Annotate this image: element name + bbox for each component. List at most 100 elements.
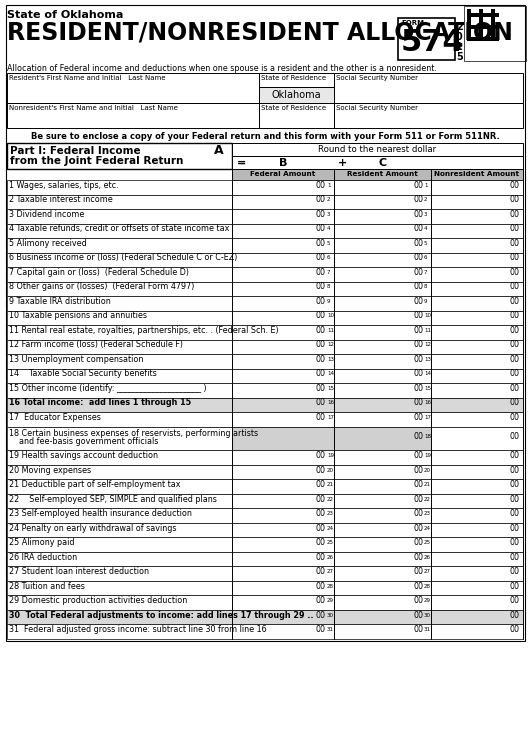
Bar [7,339,232,354]
Bar [7,209,232,223]
Text: 00: 00 [316,625,326,634]
Text: 00: 00 [509,509,519,518]
Bar [479,21,483,25]
Bar [7,552,232,566]
Bar [7,412,232,426]
Text: 00: 00 [316,524,326,533]
Text: Social Security Number: Social Security Number [336,75,418,81]
Text: 27 Student loan interest deduction: 27 Student loan interest deduction [9,567,149,576]
Text: 20 Moving expenses: 20 Moving expenses [9,466,91,475]
Text: 00: 00 [509,297,519,306]
Bar [232,581,334,595]
Text: 00: 00 [413,625,423,634]
Text: C: C [378,158,386,168]
Bar [471,13,475,17]
Text: 00: 00 [509,195,519,204]
Text: 1: 1 [424,183,428,188]
Bar [431,426,523,450]
Text: 00: 00 [413,466,423,475]
Text: 574: 574 [401,28,465,57]
Text: 00: 00 [413,383,423,392]
Text: 00: 00 [413,509,423,518]
Bar [334,369,431,383]
Text: 21: 21 [424,482,431,487]
Bar [232,610,334,625]
Text: 00: 00 [316,582,326,591]
Bar [232,296,334,311]
Bar [259,73,334,87]
Bar [232,156,523,169]
Bar [232,354,334,369]
Bar [7,369,232,383]
Text: 8: 8 [327,285,331,289]
Text: 00: 00 [509,369,519,378]
Bar [232,625,334,639]
Bar [6,5,525,641]
Text: 2 Taxable interest income: 2 Taxable interest income [9,195,113,204]
Text: 25: 25 [327,540,334,545]
Text: 0: 0 [456,32,463,42]
Text: 26 IRA deduction: 26 IRA deduction [9,553,77,562]
Text: 00: 00 [509,413,519,422]
Text: 00: 00 [509,539,519,548]
Text: 00: 00 [413,413,423,422]
Bar [431,412,523,426]
Text: 7 Capital gain or (loss)  (Federal Schedule D): 7 Capital gain or (loss) (Federal Schedu… [9,267,189,276]
Bar [7,267,232,282]
Text: 14: 14 [424,372,431,376]
Text: 00: 00 [316,239,326,248]
Bar [7,398,232,412]
Text: 00: 00 [316,326,326,335]
Bar [467,37,471,41]
Bar [491,29,495,33]
Text: 5: 5 [424,240,428,246]
Text: 00: 00 [316,553,326,562]
Bar [232,209,334,223]
Text: 00: 00 [413,480,423,489]
Text: 25: 25 [424,540,431,545]
Text: Part I: Federal Income: Part I: Federal Income [10,146,140,156]
Bar [491,17,495,21]
Text: 00: 00 [413,210,423,219]
Bar [431,610,523,625]
Bar [232,450,334,465]
Text: 14: 14 [327,372,334,376]
Text: 8: 8 [424,285,428,289]
Bar [334,296,431,311]
Text: 00: 00 [509,553,519,562]
Bar [259,87,334,103]
Text: 21: 21 [327,482,334,487]
Text: 9 Taxable IRA distribution: 9 Taxable IRA distribution [9,297,111,306]
Text: 00: 00 [316,383,326,392]
Text: 11: 11 [327,328,334,333]
Bar [7,538,232,552]
Text: 00: 00 [316,596,326,605]
Text: 00: 00 [509,398,519,407]
Bar [491,21,495,25]
Text: 00: 00 [413,340,423,349]
Bar [7,595,232,610]
Bar [467,9,471,13]
Text: State of Oklahoma: State of Oklahoma [7,10,123,20]
Bar [7,296,232,311]
Text: 11: 11 [424,328,431,333]
Bar [232,311,334,325]
Text: 00: 00 [413,369,423,378]
Text: 1: 1 [327,183,331,188]
Bar [232,267,334,282]
Bar [334,538,431,552]
Bar [464,6,526,61]
Bar [431,267,523,282]
Bar [334,339,431,354]
Text: 00: 00 [413,312,423,321]
Text: 00: 00 [413,297,423,306]
Text: 00: 00 [509,312,519,321]
Text: 00: 00 [316,480,326,489]
Bar [334,180,431,195]
Text: 00: 00 [413,239,423,248]
Text: 00: 00 [509,451,519,460]
Bar [7,566,232,581]
Bar [467,13,471,17]
Text: 27: 27 [424,569,431,574]
Bar [431,465,523,479]
